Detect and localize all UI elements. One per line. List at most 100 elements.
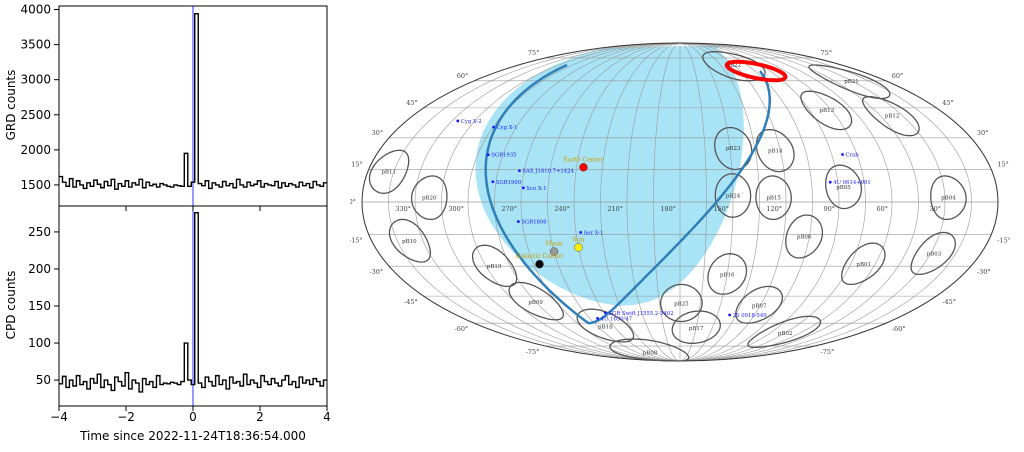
celestial-marker-dot (549, 247, 559, 256)
grd-panel: 1500 2000 2500 3000 3500 4000 GRD counts (4, 3, 328, 207)
ra-label: 60° (876, 205, 888, 213)
source-dot (596, 317, 599, 320)
ra-gridline (414, 42, 681, 362)
detector-fov-circle (747, 315, 822, 349)
ra-gridline (653, 42, 681, 362)
detector-label: pB20 (422, 196, 437, 202)
source-label: Crab (846, 153, 860, 159)
detector-fov-circle (714, 173, 752, 218)
grd-lightcurve (59, 13, 327, 190)
ra-label: 270° (501, 205, 517, 213)
detector-label: pB14 (768, 148, 783, 154)
detector-label: pB25 (674, 302, 689, 308)
ra-gridline (679, 42, 946, 362)
source-dot (841, 153, 844, 156)
y-tick-label: 3000 (20, 73, 51, 87)
y-tick-label: 3500 (20, 38, 51, 52)
y-tick-label: 200 (28, 262, 51, 276)
detector-label: pB07 (752, 304, 767, 310)
ra-gridline (494, 42, 681, 362)
detector-fov-circle (410, 175, 448, 221)
detector-fovs: pB11 pB20 pB10 pB19 pB09 pB08 pB18 pB25 pB17 pB07… (368, 51, 967, 362)
source-label: SGR1806 (521, 220, 547, 226)
x-tick-label: 0 (189, 410, 197, 424)
earth-occultation-region (475, 45, 744, 306)
ra-gridline (679, 42, 866, 362)
ra-gridline (441, 42, 681, 362)
y-tick-label: 1500 (20, 178, 51, 192)
detector-label: pB22 (726, 63, 741, 69)
x-axis: −4 −2 0 2 4 (50, 206, 331, 424)
ra-label: 120° (766, 205, 782, 213)
detector-fov-circle (707, 253, 748, 295)
detector-label: pB23 (726, 146, 741, 152)
source-label: 2S 0918-549 (733, 313, 768, 319)
ra-label: 330° (395, 205, 411, 213)
detector-label: pB12 (885, 114, 900, 120)
celestial-marker-label: Moon (545, 241, 562, 248)
detector-fov-circle (471, 244, 518, 288)
dec-label: 0° (350, 198, 356, 206)
x-tick-label: 2 (256, 410, 264, 424)
detector-label: pB21 (844, 79, 859, 85)
x-axis-label: Time since 2022-11-24T18:36:54.000 (79, 429, 306, 443)
source-dot (518, 169, 521, 173)
detector-label: pB15 (766, 196, 781, 202)
y-tick-label: 4000 (20, 3, 51, 17)
source-dot (604, 311, 607, 315)
detector-label: pB13 (820, 108, 835, 114)
source-dot (516, 220, 520, 223)
detector-label: pB05 (836, 185, 851, 191)
source-dot (521, 186, 525, 190)
y-tick-label: 2500 (20, 108, 51, 122)
dec-label: -45° (942, 298, 956, 306)
ra-gridline (679, 42, 707, 362)
y-tick-label: 2000 (20, 143, 51, 157)
detector-fov-circle (508, 281, 565, 321)
ra-gridline (520, 42, 681, 362)
ra-gridline (679, 42, 760, 362)
detector-fov-circle (861, 95, 920, 137)
detector-label: pB24 (726, 193, 741, 199)
celestial-marker-dot (579, 163, 588, 172)
detector-fov-circle (671, 310, 721, 344)
detector-fov-circle (609, 338, 690, 362)
source-label: Cyg X-2 (461, 119, 482, 125)
detector-fov-circle (735, 285, 784, 324)
celestial-marker-dot (535, 259, 544, 269)
detector-label: pB04 (941, 196, 956, 202)
orbit-track (484, 63, 772, 325)
source-dot (491, 180, 495, 184)
detector-fov-circle (388, 218, 432, 263)
y-tick-label: 250 (28, 225, 51, 239)
source-label: Sco X-1 (526, 186, 546, 192)
source-dot (486, 153, 490, 157)
detector-label: pB11 (381, 170, 396, 176)
ra-label: 240° (554, 205, 570, 213)
ra-gridline (573, 42, 681, 362)
source-label: 4U 0614+091 (833, 180, 871, 186)
detector-label: pB17 (689, 326, 704, 332)
dec-label: 75° (528, 49, 540, 57)
detector-label: pB06 (797, 235, 812, 241)
cpd-ylabel: CPD counts (4, 271, 18, 340)
dec-label: -60° (455, 325, 469, 333)
detector-fov-circle (808, 64, 891, 100)
x-tick-label: 4 (323, 410, 331, 424)
ra-gridline (600, 42, 681, 362)
dec-label: 15° (997, 160, 1009, 168)
dec-label: -60° (892, 325, 906, 333)
dec-label: 60° (892, 72, 904, 80)
source-label: SGR1900 (496, 180, 522, 186)
detector-fov-circle (930, 175, 967, 221)
detector-fov-circle (910, 231, 956, 276)
dec-label: 45° (942, 99, 954, 107)
ra-gridline (626, 42, 681, 362)
source-dot (492, 125, 495, 129)
detector-label: pB19 (487, 264, 502, 270)
celestial-marker-label: Earth Center (564, 156, 604, 163)
grid-labels: 330° 300° 270° 240° 210° 180° 150° 120° 90° 60° 30… (350, 49, 1010, 356)
source-label: 4U 1630-47 (601, 316, 633, 322)
